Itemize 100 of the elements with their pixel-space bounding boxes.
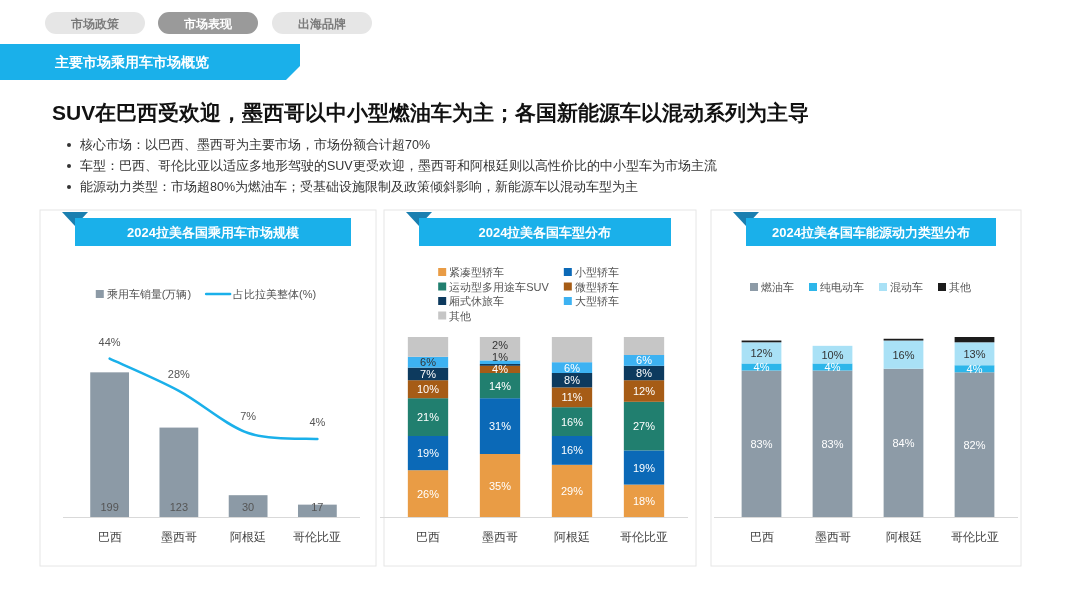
data-label: 19% [632,461,656,474]
text: 市场政策 [70,17,120,31]
data-label: 31% [488,420,512,433]
bar [407,470,449,517]
data-label: 13% [963,347,986,360]
legend-label: 运动型多用途车SUV [449,280,550,293]
bar [551,464,593,517]
x-tick-label: 墨西哥 [482,531,518,543]
bar [479,360,521,364]
bar [741,370,782,517]
data-label: 11% [561,391,583,404]
data-label: 12% [632,385,656,397]
x-tick-label: 巴西 [749,531,774,543]
bar [954,372,995,517]
legend-label: 大型轿车 [574,295,619,307]
legend-label: 其他 [449,309,472,322]
data-label: 7% [240,410,257,423]
bar [883,368,924,517]
data-label: 26% [416,487,440,500]
legend-label: 乘用车销量(万辆) [106,288,192,300]
data-label: 4% [753,361,770,373]
bar [479,398,521,454]
data-label: 16% [892,348,915,361]
data-label: 6% [564,361,581,374]
x-tick-label: 阿根廷 [230,531,267,543]
text: 能源动力类型：市场超80%为燃油车；受基础设施限制及政策倾斜影响，新能源车以混动车型为主 [80,179,639,194]
bar [407,398,449,436]
data-label: 84% [892,436,915,449]
legend-label: 其他 [949,281,971,293]
data-label: 4% [309,416,326,429]
data-label: 4% [824,361,841,373]
legend-label: 小型轿车 [574,266,619,278]
chart-title: 2024拉美各国车能源动力类型分布 [772,225,970,240]
x-tick-label: 哥伦比亚 [620,531,668,543]
x-tick-label: 巴西 [416,531,440,543]
bar [812,370,853,517]
text: 主要市场乘用车市场概览 [54,54,209,70]
text: 出海品牌 [298,17,346,31]
legend-label: 占比拉美整体(%) [233,288,317,300]
text: 市场表现 [183,17,233,31]
bar [228,495,268,517]
data-label: 30 [242,501,255,513]
x-tick-label: 墨西哥 [814,531,851,543]
bar [551,337,593,363]
data-label: 16% [560,415,584,428]
bar [159,427,199,517]
chart-title: 2024拉美各国车型分布 [478,225,612,240]
data-label: 7% [420,367,437,380]
bar [90,372,130,517]
data-label: 28% [167,367,191,380]
data-label: 35% [488,479,512,492]
data-label: 19% [416,447,440,460]
legend-label: 微型轿车 [574,280,619,293]
data-label: 16% [560,444,584,457]
legend-label: 紧凑型轿车 [449,266,505,278]
bar [623,337,665,355]
data-label: 21% [416,411,440,424]
data-label: 83% [750,437,773,450]
data-label: 10% [416,383,440,396]
data-label: 8% [564,374,581,387]
x-tick-label: 巴西 [97,531,122,543]
data-label: 82% [963,438,986,451]
data-label: 123 [169,501,189,513]
data-label: 8% [636,367,653,379]
data-label: 44% [98,335,121,348]
bar [407,337,449,357]
data-label: 1% [492,351,509,364]
data-label: 12% [750,346,773,359]
legend-label: 混动车 [890,281,923,293]
x-tick-label: 阿根廷 [554,531,590,543]
data-label: 2% [492,339,509,352]
data-label: 4% [492,363,509,376]
chart-title: 2024拉美各国乘用车市场规模 [127,225,299,240]
bar [551,407,593,436]
text: 车型：巴西、哥伦比亚以适应多地形驾驶的SUV更受欢迎，墨西哥和阿根廷则以高性价比的中小型车为市场主流 [80,158,717,173]
bar [623,450,665,485]
legend-label: 纯电动车 [820,281,864,293]
bar [479,454,521,517]
x-tick-label: 阿根廷 [885,531,922,543]
bar [407,436,449,471]
data-label: 4% [966,362,983,375]
bar [551,436,593,465]
text: 核心市场：以巴西、墨西哥为主要市场，市场份额合计超70% [79,137,431,152]
data-label: 29% [560,484,584,497]
data-label: 14% [488,379,512,392]
data-label: 83% [821,437,844,450]
legend-label: 厢式休旅车 [449,295,505,307]
bar [954,337,995,343]
data-label: 6% [636,354,653,367]
x-tick-label: 墨西哥 [160,531,197,543]
data-label: 199 [100,501,119,513]
legend-label: 燃油车 [761,281,794,293]
bar [623,401,665,451]
data-label: 18% [632,494,656,507]
data-label: 27% [632,420,656,433]
x-tick-label: 哥伦比亚 [293,531,342,543]
data-label: 10% [821,348,844,361]
x-tick-label: 哥伦比亚 [950,531,999,543]
data-label: 6% [420,355,437,368]
text: SUV在巴西受欢迎，墨西哥以中小型燃油车为主；各国新能源车以混动系列为主导 [52,101,810,124]
